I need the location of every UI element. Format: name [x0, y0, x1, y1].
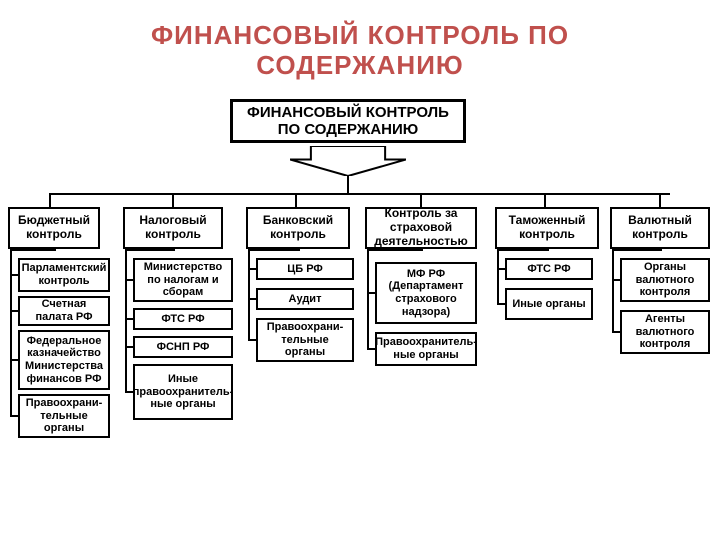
tick-3-0 [367, 292, 375, 294]
col-spine-1 [125, 249, 127, 392]
col-spine-3 [367, 249, 369, 349]
tick-1-3 [125, 391, 133, 393]
child-4-1: Иные органы [505, 288, 593, 320]
col-head-conn-5 [612, 249, 662, 251]
arrow-to-bus [347, 176, 349, 193]
tick-4-0 [497, 268, 505, 270]
tick-2-1 [248, 298, 256, 300]
child-5-0: Органы валютного контроля [620, 258, 710, 302]
child-3-0: МФ РФ (Департамент страхового надзора) [375, 262, 477, 324]
tick-0-1 [10, 310, 18, 312]
col-spine-4 [497, 249, 499, 304]
child-1-3: Иные правоохранитель­ные органы [133, 364, 233, 420]
child-0-2: Федеральное казначейство Министерства фи… [18, 330, 110, 390]
child-0-1: Счетная палата РФ [18, 296, 110, 326]
col-head-0: Бюджетный контроль [8, 207, 100, 249]
col-head-1: Налоговый контроль [123, 207, 223, 249]
header-box: ФИНАНСОВЫЙ КОНТРОЛЬ ПО СОДЕРЖАНИЮ [230, 99, 466, 143]
tick-0-2 [10, 359, 18, 361]
tick-1-1 [125, 318, 133, 320]
col-drop-4 [544, 193, 546, 207]
page-title-line2: СОДЕРЖАНИЮ [0, 50, 720, 81]
child-1-0: Министерство по налогам и сборам [133, 258, 233, 302]
tick-4-1 [497, 303, 505, 305]
tick-0-3 [10, 415, 18, 417]
col-drop-3 [420, 193, 422, 207]
page-title-line1: ФИНАНСОВЫЙ КОНТРОЛЬ ПО [0, 20, 720, 51]
down-arrow [290, 146, 406, 176]
bus-line [50, 193, 670, 195]
child-2-1: Аудит [256, 288, 354, 310]
child-4-0: ФТС РФ [505, 258, 593, 280]
child-0-3: Правоохрани­тельные органы [18, 394, 110, 438]
child-1-2: ФСНП РФ [133, 336, 233, 358]
col-head-3: Контроль за страховой деятельностью [365, 207, 477, 249]
diagram-root: ФИНАНСОВЫЙ КОНТРОЛЬ ПО СОДЕРЖАНИЮ ФИНАНС… [0, 0, 720, 540]
tick-1-0 [125, 279, 133, 281]
col-head-conn-3 [367, 249, 423, 251]
col-head-4: Таможенный контроль [495, 207, 599, 249]
tick-1-2 [125, 346, 133, 348]
tick-0-0 [10, 274, 18, 276]
col-drop-0 [49, 193, 51, 207]
col-head-5: Валютный контроль [610, 207, 710, 249]
child-2-0: ЦБ РФ [256, 258, 354, 280]
col-head-2: Банковский контроль [246, 207, 350, 249]
tick-5-1 [612, 331, 620, 333]
col-drop-2 [295, 193, 297, 207]
col-drop-1 [172, 193, 174, 207]
col-head-conn-2 [248, 249, 300, 251]
col-spine-2 [248, 249, 250, 340]
child-1-1: ФТС РФ [133, 308, 233, 330]
col-head-conn-1 [125, 249, 175, 251]
child-2-2: Правоохрани­тельные органы [256, 318, 354, 362]
tick-2-0 [248, 268, 256, 270]
child-5-1: Агенты валютного контроля [620, 310, 710, 354]
child-0-0: Парламентский контроль [18, 258, 110, 292]
col-head-conn-4 [497, 249, 549, 251]
col-spine-5 [612, 249, 614, 332]
tick-5-0 [612, 279, 620, 281]
col-drop-5 [659, 193, 661, 207]
tick-2-2 [248, 339, 256, 341]
col-head-conn-0 [10, 249, 56, 251]
child-3-1: Правоохранитель­ные органы [375, 332, 477, 366]
tick-3-1 [367, 348, 375, 350]
